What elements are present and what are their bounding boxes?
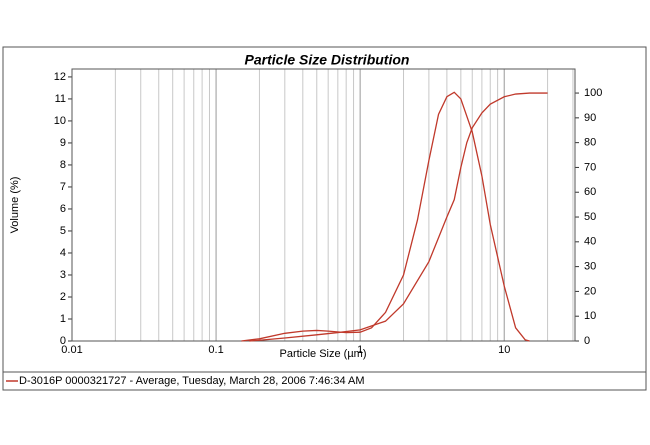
series-line xyxy=(249,92,548,342)
y-tick-label: 0 xyxy=(60,335,66,347)
frame xyxy=(2,46,647,391)
y2-tick-label: 80 xyxy=(584,137,596,149)
legend-label: D-3016P 0000321727 - Average, Tuesday, M… xyxy=(19,375,365,387)
y-tick-label: 9 xyxy=(60,137,66,149)
y2-tick-label: 0 xyxy=(584,335,590,347)
y-tick-label: 3 xyxy=(60,269,66,281)
y2-tick-label: 30 xyxy=(584,261,596,273)
y2-tick-label: 40 xyxy=(584,236,596,248)
y-axis-label: Volume (%) xyxy=(9,177,21,234)
chart-title: Particle Size Distribution xyxy=(245,52,410,68)
y2-tick-label: 100 xyxy=(584,87,602,99)
y2-tick-label: 60 xyxy=(584,186,596,198)
y-tick-label: 6 xyxy=(60,203,66,215)
y-tick-label: 7 xyxy=(60,181,66,193)
x-tick-label: 1 xyxy=(357,344,363,356)
y-tick-label: 10 xyxy=(54,115,66,127)
series-line xyxy=(241,91,530,342)
y-tick-label: 11 xyxy=(55,93,66,105)
y-tick-label: 2 xyxy=(60,291,66,303)
y2-tick-label: 10 xyxy=(584,310,596,322)
x-axis-label: Particle Size (µm) xyxy=(279,348,366,360)
y2-tick-label: 70 xyxy=(584,161,596,173)
x-tick-label: 0.01 xyxy=(61,344,82,356)
y2-tick-label: 90 xyxy=(584,112,596,124)
y2-tick-label: 50 xyxy=(584,211,596,223)
y-tick-label: 8 xyxy=(60,159,66,171)
y-tick-label: 5 xyxy=(60,225,66,237)
y-tick-label: 1 xyxy=(60,313,66,325)
y-tick-label: 12 xyxy=(54,71,66,83)
y-tick-label: 4 xyxy=(60,247,66,259)
plot-area xyxy=(71,68,576,342)
y2-tick-label: 20 xyxy=(584,285,596,297)
x-tick-label: 10 xyxy=(498,344,510,356)
x-tick-label: 0.1 xyxy=(208,344,223,356)
legend-box xyxy=(2,371,647,391)
